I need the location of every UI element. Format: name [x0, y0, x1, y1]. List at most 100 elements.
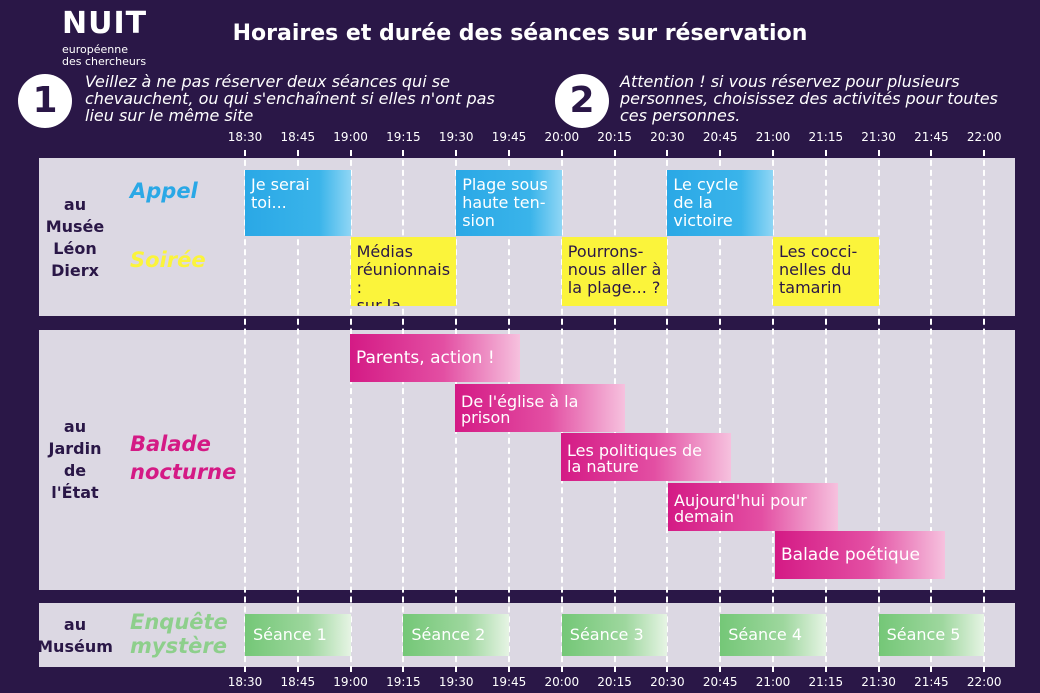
- session-soiree-block: Pourrons-nous aller à la plage... ?: [561, 237, 668, 306]
- activity-label-soiree: Soirée: [130, 248, 206, 272]
- venue-line: au: [63, 417, 87, 436]
- time-tick-bottom: 19:45: [491, 675, 527, 689]
- session-appel-block: Le cycle de la victoire: [667, 170, 773, 236]
- session-balade-line: Parents, action !: [356, 348, 495, 368]
- time-gridline: [296, 150, 299, 672]
- session-balade-line: demain: [674, 507, 734, 526]
- time-gridline: [772, 150, 774, 672]
- time-tick-top: 19:30: [438, 130, 474, 144]
- session-enquete-line: Séance 4: [728, 625, 803, 644]
- time-tick-top: 21:00: [755, 130, 791, 144]
- activity-line: nocturne: [130, 460, 237, 484]
- time-tick-top: 21:15: [808, 130, 844, 144]
- time-tick-bottom: 19:00: [333, 675, 368, 689]
- session-balade-line: prison: [461, 408, 511, 427]
- session-soiree-line: Médias: [356, 242, 413, 261]
- time-tick-top: 20:00: [544, 130, 580, 144]
- note-1-line: Veillez à ne pas réserver deux séances q…: [85, 72, 450, 91]
- note-1-line: chevauchent, ou qui s'enchaînent si elle…: [85, 89, 495, 108]
- note-2-line: ces personnes.: [620, 106, 741, 125]
- session-balade-line: Aujourd'hui pour: [674, 491, 807, 510]
- note-1-line: lieu sur le même site: [85, 106, 254, 125]
- time-tick-top: 20:15: [597, 130, 632, 144]
- session-soiree-line: nelles du: [779, 260, 852, 279]
- time-tick-top: 20:45: [702, 130, 738, 144]
- time-tick-bottom: 20:45: [702, 675, 738, 689]
- session-soiree-line: Pourrons-: [567, 242, 644, 261]
- time-gridline: [983, 150, 986, 672]
- logo: NUIT européenne des chercheurs: [58, 8, 168, 68]
- time-tick-bottom: 21:00: [755, 675, 791, 689]
- time-tick-top: 21:30: [861, 130, 896, 144]
- time-tick-bottom: 20:15: [597, 675, 632, 689]
- session-soiree-line: réunionnais :: [356, 260, 451, 297]
- note-2-line: personnes, choisissez des activités pour…: [620, 89, 998, 108]
- session-soiree-block: Les cocci-nelles du tamarin: [773, 237, 879, 306]
- time-tick-top: 22:00: [966, 130, 1002, 144]
- time-gridline: [877, 150, 880, 672]
- activity-label-enquete-mystere: Enquête mystère: [130, 610, 228, 658]
- venue-label-musee: au Musée Léon Dierx: [40, 194, 110, 282]
- venue-line: au: [63, 195, 87, 214]
- session-balade-line: De l'église à la: [461, 392, 579, 411]
- venue-line: au: [63, 615, 87, 634]
- session-appel-line: Le cycle: [673, 175, 739, 194]
- session-appel-line: victoire: [673, 211, 733, 230]
- activity-line: Enquête: [130, 610, 228, 634]
- venue-line: de: [63, 461, 87, 480]
- time-tick-top: 21:45: [914, 130, 949, 144]
- session-balade-block: De l'église à la prison: [455, 384, 625, 432]
- session-soiree-line: Les cocci-: [779, 242, 858, 261]
- time-tick-bottom: 20:30: [650, 675, 685, 689]
- note-2-number: 2: [555, 74, 609, 128]
- session-appel-line: haute ten-: [462, 193, 546, 212]
- session-appel-line: Plage sous: [462, 175, 548, 194]
- session-enquete-block: Séance 2: [403, 614, 509, 656]
- session-enquete-line: Séance 2: [411, 625, 486, 644]
- activity-line: Balade: [130, 432, 211, 456]
- time-gridline: [349, 150, 352, 672]
- activity-line: mystère: [130, 634, 227, 658]
- time-tick-bottom: 21:30: [861, 675, 896, 689]
- time-tick-top: 20:30: [650, 130, 685, 144]
- time-tick-bottom: 21:15: [808, 675, 844, 689]
- session-enquete-block: Séance 1: [245, 614, 351, 656]
- time-tick-bottom: 19:15: [386, 675, 421, 689]
- note-1-text: Veillez à ne pas réserver deux séances q…: [85, 73, 535, 124]
- time-tick-bottom: 19:30: [438, 675, 474, 689]
- time-tick-bottom: 18:45: [280, 675, 316, 689]
- session-balade-block: Balade poétique: [775, 531, 945, 579]
- time-tick-bottom: 21:45: [914, 675, 949, 689]
- time-tick-bottom: 20:00: [544, 675, 580, 689]
- note-2-text: Attention ! si vous réservez pour plusie…: [620, 73, 1030, 124]
- session-soiree-line: tamarin: [779, 278, 842, 297]
- venue-line: Muséum: [37, 637, 113, 656]
- session-balade-line: Balade poétique: [781, 545, 920, 565]
- session-appel-line: de la: [673, 193, 713, 212]
- logo-main: NUIT: [62, 6, 148, 41]
- session-balade-block: Aujourd'hui pour demain: [668, 483, 838, 531]
- session-enquete-line: Séance 3: [569, 625, 644, 644]
- session-enquete-block: Séance 3: [561, 614, 668, 656]
- session-appel-line: toi...: [251, 193, 287, 212]
- venue-line: Léon: [53, 239, 97, 258]
- note-1-number: 1: [18, 74, 72, 128]
- venue-line: Dierx: [51, 261, 99, 280]
- session-soiree-line: nous aller à: [567, 260, 662, 279]
- time-tick-bottom: 22:00: [966, 675, 1002, 689]
- logo-line-1: européenne: [62, 43, 128, 56]
- time-gridline: [824, 150, 827, 672]
- venue-label-museum: au Muséum: [36, 614, 114, 658]
- session-balade-line: la nature: [567, 457, 639, 476]
- session-appel-block: Plage sous haute ten-sion: [456, 170, 562, 236]
- session-soiree-line: sur la piste...: [356, 296, 401, 307]
- venue-line: Jardin: [48, 439, 102, 458]
- logo-line-2: des chercheurs: [62, 55, 147, 68]
- session-appel-block: Je serai toi...: [245, 170, 351, 236]
- time-tick-top: 19:45: [491, 130, 527, 144]
- session-appel-line: sion: [462, 211, 495, 230]
- time-tick-bottom: 18:30: [227, 675, 263, 689]
- time-tick-top: 19:00: [333, 130, 368, 144]
- session-soiree-line: la plage... ?: [567, 278, 661, 297]
